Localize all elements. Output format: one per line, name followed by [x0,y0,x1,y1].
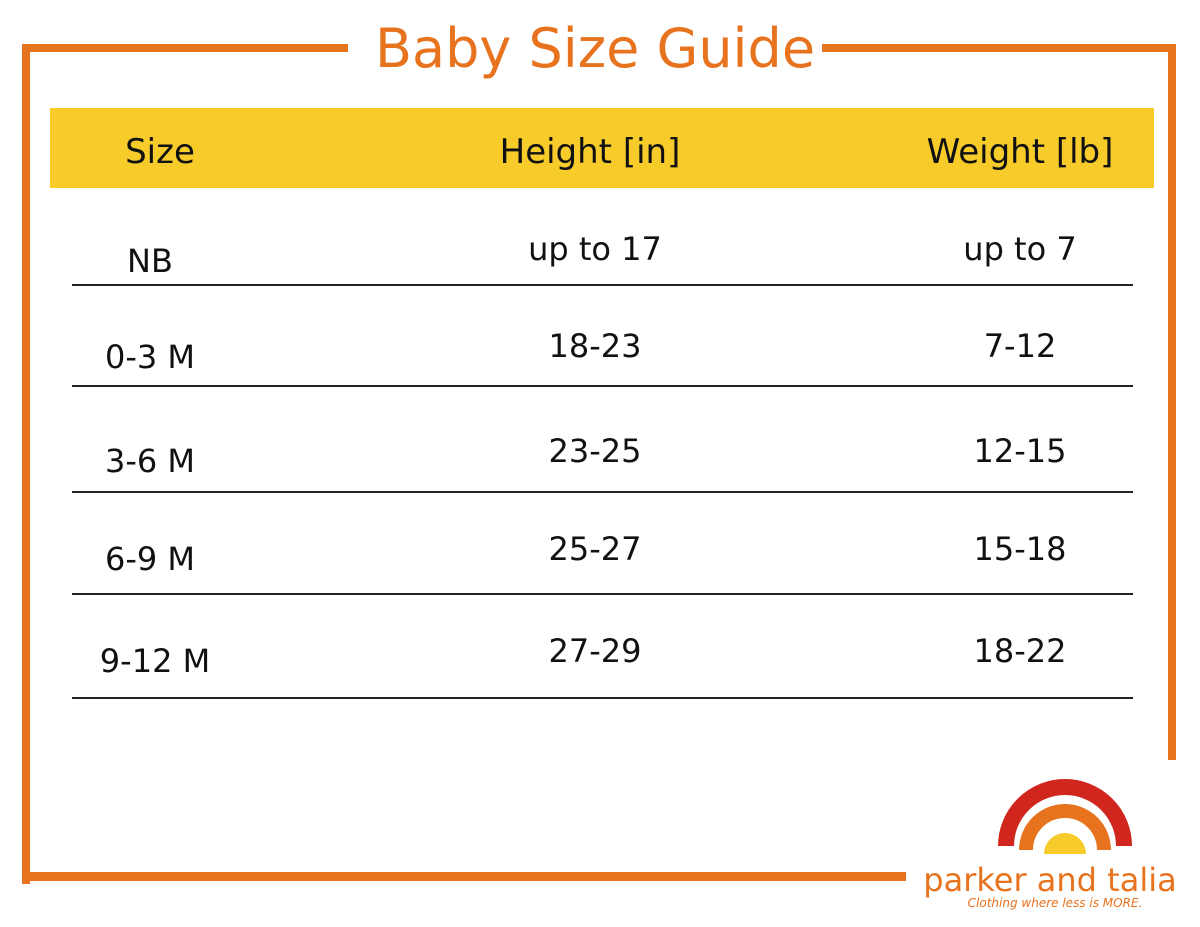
header-size: Size [125,132,195,172]
brand-name: parker and talia [923,861,1177,899]
size-cell: NB [127,242,173,280]
height-cell: up to 17 [528,230,662,268]
header-weight: Weight [lb] [926,132,1114,172]
size-cell: 9-12 M [99,642,211,680]
row-divider [72,697,1133,699]
table-row: 6-9 M 25-27 15-18 [0,0,1200,578]
row-divider [72,491,1133,493]
weight-cell: 7-12 [983,327,1057,365]
size-cell: 0-3 M [104,338,196,376]
brand-tagline: Clothing where less is MORE. [967,896,1143,910]
weight-cell: 18-22 [973,632,1067,670]
page-title: Baby Size Guide [374,17,816,80]
weight-cell: up to 7 [963,230,1077,268]
table-row: NB up to 17 up to 7 [0,0,1200,280]
weight-cell: 12-15 [973,432,1067,470]
table-header: Size Height [in] Weight [lb] [50,108,1154,188]
table-row: 9-12 M 27-29 18-22 [0,0,1200,680]
weight-cell: 15-18 [973,530,1067,568]
height-cell: 23-25 [548,432,642,470]
size-cell: 3-6 M [104,442,196,480]
header-height: Height [in] [499,132,681,172]
height-cell: 18-23 [548,327,642,365]
frame-top-left [22,44,348,52]
frame-top-right [822,44,1176,52]
rainbow-logo-icon [998,779,1132,854]
table-row: 3-6 M 23-25 12-15 [0,0,1200,480]
frame-right [1168,44,1176,760]
frame-left [22,44,30,884]
table-row: 0-3 M 18-23 7-12 [0,0,1200,376]
size-cell: 6-9 M [104,540,196,578]
frame-bottom [22,872,906,881]
row-divider [72,593,1133,595]
row-divider [72,284,1133,286]
height-cell: 25-27 [548,530,642,568]
row-divider [72,385,1133,387]
height-cell: 27-29 [548,632,642,670]
